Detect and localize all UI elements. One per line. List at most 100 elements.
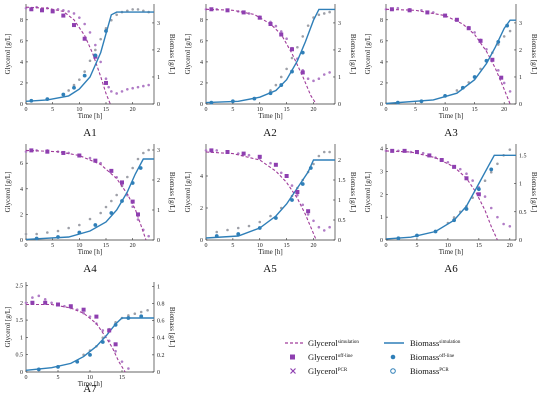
glycerol-pcr-point [496, 69, 500, 72]
x-tick-label: 5 [231, 107, 234, 113]
biomass-simulation-line [205, 159, 335, 239]
y-tick-label: 2 [380, 192, 383, 198]
y-axis-label: Glycerol [g/L] [4, 172, 12, 213]
x-tick-label: 15 [103, 107, 109, 113]
x-tick-label: 10 [257, 243, 263, 249]
biomass-pcr-point [99, 211, 102, 215]
biomass-pcr-point [104, 205, 108, 209]
glycerol-pcr-point [489, 206, 493, 210]
panel-label: A2 [263, 127, 276, 139]
biomass-offline-point [496, 39, 501, 44]
glycerol-offline-point [30, 300, 35, 305]
y2-tick-label: 0.5 [519, 210, 527, 216]
svg-text:Biomasssimulation: Biomasssimulation [410, 338, 461, 348]
biomass-pcr-point [290, 56, 294, 60]
glycerol-pcr-point [147, 234, 150, 238]
biomass-offline-point [273, 216, 278, 220]
biomass-offline-point [82, 73, 87, 78]
y-tick-label: 0 [380, 102, 383, 108]
biomass-pcr-point [215, 230, 219, 234]
y-axis-label: Glycerol [g/L] [4, 307, 12, 348]
glycerol-offline-point [454, 17, 459, 22]
biomass-pcr-point [285, 67, 288, 71]
y-tick-label: 4 [200, 174, 203, 180]
biomass-offline-point [419, 99, 424, 104]
x-tick-label: 15 [476, 243, 482, 249]
glycerol-pcr-point [473, 31, 476, 34]
biomass-pcr-point [83, 70, 86, 73]
biomass-pcr-point [67, 226, 70, 230]
glycerol-offline-point [478, 38, 483, 43]
x-axis-label: Time [h] [439, 248, 463, 256]
glycerol-offline-point [93, 158, 98, 163]
biomass-pcr-point [127, 314, 130, 317]
biomass-pcr-point [56, 229, 60, 233]
glycerol-offline-point [77, 153, 82, 158]
glycerol-pcr-point [296, 193, 299, 197]
glycerol-pcr-point [508, 224, 512, 228]
biomass-offline-point [56, 235, 60, 239]
glycerol-offline-point [109, 168, 114, 173]
biomass-pcr-point [136, 8, 140, 11]
glycerol-pcr-point [120, 90, 124, 93]
glycerol-pcr-point [50, 301, 53, 305]
glycerol-pcr-point [328, 71, 331, 74]
x-tick-label: 5 [51, 107, 54, 113]
biomass-pcr-point [88, 217, 92, 221]
legend-label: Glycerol [308, 338, 338, 348]
biomass-offline-point [45, 97, 50, 102]
biomass-pcr-point [269, 89, 272, 92]
glycerol-pcr-point [446, 160, 450, 164]
biomass-offline-point [130, 181, 135, 185]
biomass-pcr-point [147, 148, 150, 152]
glycerol-offline-point [56, 302, 60, 307]
biomass-offline-point [433, 229, 438, 234]
biomass-offline-point [230, 99, 235, 104]
glycerol-pcr-point [328, 225, 331, 229]
x-axis-label: Time [h] [258, 248, 282, 256]
biomass-offline-point [138, 166, 143, 170]
biomass-offline-point [489, 167, 494, 172]
y2-tick-label: 0 [157, 370, 160, 376]
biomass-offline-point [415, 233, 419, 238]
glycerol-offline-point [425, 10, 430, 15]
biomass-pcr-point [279, 75, 283, 79]
y-tick-label: 1 [380, 215, 383, 221]
glycerol-pcr-point [274, 24, 278, 28]
glycerol-offline-point [29, 148, 34, 153]
glycerol-offline-point [130, 199, 135, 204]
svg-text:Glycerolsimulation: Glycerolsimulation [308, 338, 359, 348]
glycerol-pcr-point [88, 31, 92, 34]
y-axis-label: Glycerol [g/L] [184, 172, 192, 213]
legend: Glycerolsimulation Biomasssimulation Gly… [285, 338, 461, 376]
y2-axis-label: Biomass [g/L] [168, 34, 176, 74]
glycerol-pcr-point [471, 179, 474, 182]
biomass-pcr-point [508, 148, 512, 151]
panel-a3: 0 5 10 15 20 0 2 4 6 8 0 1 2 3 Time [h] Glycerol [g/L] B… [364, 4, 538, 139]
biomass-pcr-point [296, 45, 299, 49]
glycerol-offline-point [499, 75, 504, 80]
glycerol-pcr-point [285, 37, 288, 41]
y-tick-label: 6 [20, 161, 23, 167]
glycerol-offline-point [306, 209, 311, 214]
biomass-simulation-line [25, 158, 154, 241]
biomass-pcr-point [479, 67, 482, 71]
glycerol-offline-point [81, 307, 86, 312]
biomass-offline-point [505, 23, 510, 28]
biomass-pcr-point [110, 199, 113, 203]
x-tick-label: 20 [130, 243, 136, 249]
svg-text:Biomassoff-line: Biomassoff-line [410, 352, 455, 362]
y2-tick-label: 0.6 [157, 319, 165, 325]
glycerol-offline-point [225, 8, 230, 13]
y-tick-label: 2.5 [16, 283, 24, 289]
glycerol-offline-point [209, 148, 214, 153]
glycerol-offline-point [61, 150, 66, 155]
biomass-offline-point [268, 91, 273, 96]
y-tick-label: 0 [20, 370, 23, 376]
biomass-offline-point [300, 182, 305, 186]
biomass-pcr-point [258, 220, 262, 224]
glycerol-pcr-point [215, 149, 219, 152]
glycerol-pcr-point [204, 7, 208, 11]
glycerol-offline-point [120, 180, 124, 185]
x-tick-label: 10 [257, 107, 263, 113]
